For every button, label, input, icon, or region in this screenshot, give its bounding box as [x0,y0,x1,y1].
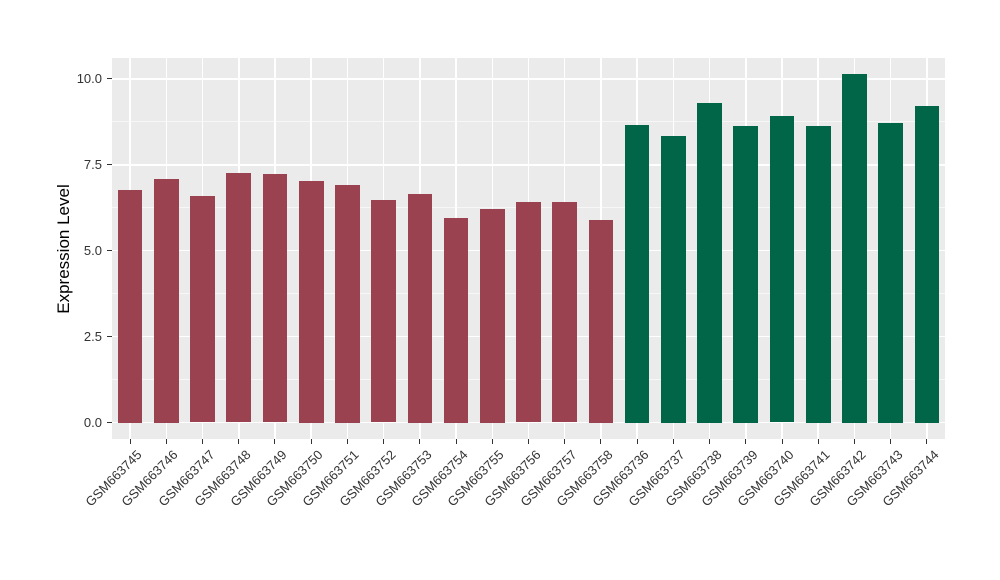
x-tick-mark [165,439,167,444]
bar [117,189,143,423]
x-tick-mark [346,439,348,444]
y-tick-label: 7.5 [83,156,102,172]
x-tick-mark [238,439,240,444]
bar [914,106,940,423]
bar [479,209,505,423]
x-tick-mark [528,439,529,444]
bar [805,126,831,423]
x-tick-mark [310,439,312,444]
bar [769,116,795,423]
x-tick-mark [129,439,131,444]
x-tick-mark [491,439,493,444]
bar [552,201,578,423]
x-tick-mark [600,439,602,444]
y-tick-label: 10.0 [76,70,102,86]
y-tick-label: 2.5 [83,328,102,344]
bar [516,201,541,423]
bar [624,125,650,423]
bar [733,126,759,423]
x-tick-mark [636,439,638,444]
y-tick-mark [107,422,112,423]
bar [154,179,179,423]
y-tick-mark [107,336,112,338]
y-tick-mark [107,78,112,80]
x-tick-mark [672,439,674,444]
bar [298,181,324,423]
x-tick-mark [455,439,457,444]
x-tick-mark [274,439,276,444]
bar [262,174,288,423]
x-tick-mark [564,439,566,444]
bar [190,196,215,423]
x-tick-mark [853,439,855,444]
bar [842,73,867,423]
x-tick-mark [817,439,819,444]
bar [407,194,433,423]
x-tick-mark [383,439,385,444]
bar [697,102,722,423]
y-tick-label: 0.0 [83,414,102,430]
plot-panel [112,58,945,439]
x-tick-mark [745,439,747,444]
x-tick-mark [202,439,204,444]
y-tick-mark [107,250,112,252]
bar [335,184,360,423]
bar [371,199,396,423]
x-tick-mark [709,439,711,444]
bar [661,135,686,423]
bar [443,217,469,423]
x-tick-mark [419,439,421,444]
bar [226,173,252,423]
y-tick-mark [107,164,112,166]
x-tick-mark [890,439,892,444]
bar [588,219,614,423]
x-tick-mark [926,439,928,444]
bar [878,123,903,423]
y-tick-label: 5.0 [83,242,102,258]
x-tick-mark [781,439,783,444]
